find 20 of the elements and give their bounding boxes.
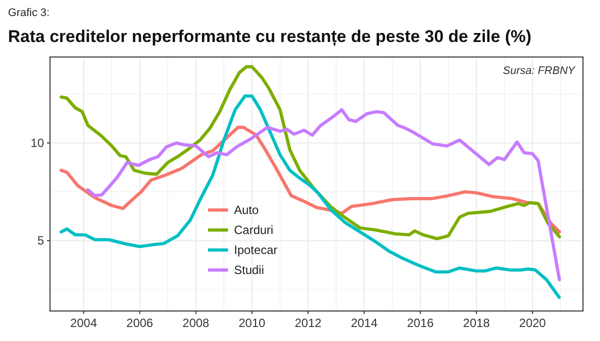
annotation: Sursa: FRBNY — [502, 65, 576, 77]
chart-title: Rata creditelor neperformante cu restanțe de peste 30 de zile (%) — [8, 27, 532, 46]
x-tick-label: 2010 — [238, 316, 266, 330]
x-tick-label: 2008 — [182, 316, 210, 330]
y-tick-label: 10 — [30, 136, 44, 150]
x-tick-label: 2004 — [70, 316, 98, 330]
line-series — [86, 108, 562, 282]
text: Grafic 3: — [8, 7, 50, 19]
line-series — [60, 94, 561, 299]
x-tick-label: 2018 — [463, 316, 490, 330]
x-tick-label: 2020 — [519, 316, 546, 330]
x-tick-label: 2006 — [126, 316, 154, 330]
x-tick-label: 2016 — [406, 316, 434, 330]
legend-label: Ipotecar — [234, 243, 278, 257]
legend-label: Studii — [234, 263, 264, 277]
y-tick-label: 5 — [37, 234, 44, 248]
legend-label: Auto — [234, 203, 260, 217]
x-tick-label: 2012 — [294, 316, 322, 330]
x-tick-label: 2014 — [350, 316, 378, 330]
legend-label: Carduri — [234, 223, 274, 237]
